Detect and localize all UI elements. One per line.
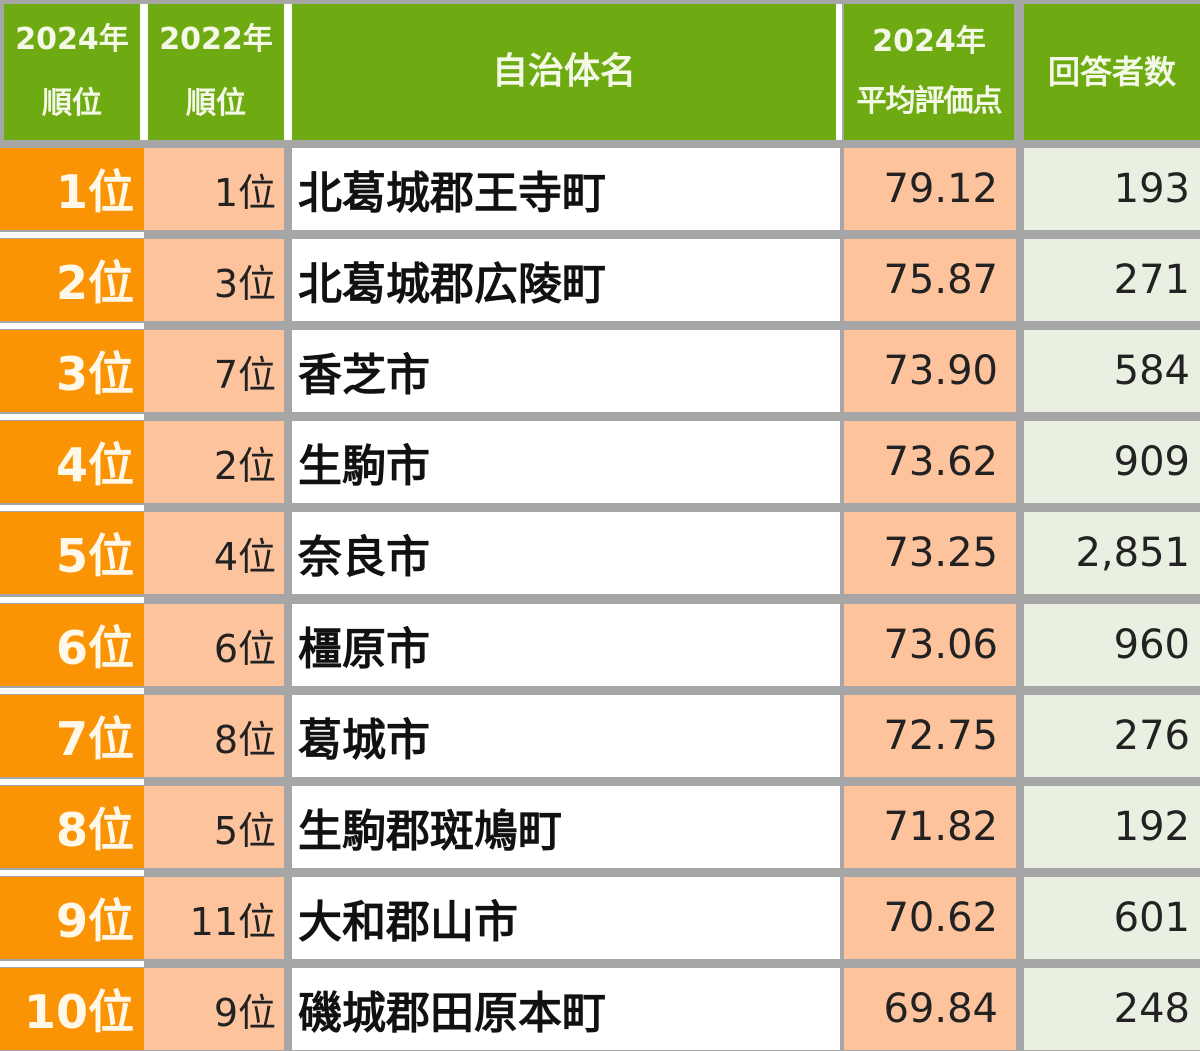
- average-score-cell: 72.75: [844, 695, 1016, 777]
- average-score-cell: 73.25: [844, 512, 1016, 594]
- header-municipality: 自治体名: [292, 4, 836, 140]
- municipality-name-cell: 北葛城郡王寺町: [292, 148, 840, 230]
- municipality-name-cell: 大和郡山市: [292, 877, 840, 959]
- respondent-count-cell: 584: [1024, 330, 1200, 412]
- header-rank-2024-line2: 順位: [42, 86, 102, 121]
- table-row: 9位 11位 大和郡山市 70.62 601: [0, 877, 1200, 959]
- header-municipality-label: 自治体名: [491, 51, 636, 92]
- header-divider: [836, 4, 842, 140]
- respondent-count-cell: 271: [1024, 239, 1200, 321]
- municipality-name-cell: 生駒郡斑鳩町: [292, 786, 840, 868]
- table-row: 8位 5位 生駒郡斑鳩町 71.82 192: [0, 786, 1200, 868]
- rank-2024-cell: 2位: [0, 239, 144, 321]
- rank-2022-cell: 4位: [144, 512, 284, 594]
- table-row: 6位 6位 橿原市 73.06 960: [0, 604, 1200, 686]
- table-row: 10位 9位 磯城郡田原本町 69.84 248: [0, 968, 1200, 1050]
- header-divider: [140, 4, 148, 140]
- municipality-name-cell: 生駒市: [292, 421, 840, 503]
- table-row: 5位 4位 奈良市 73.25 2,851: [0, 512, 1200, 594]
- average-score-cell: 75.87: [844, 239, 1016, 321]
- header-rank-2024-line1: 2024年: [15, 22, 129, 57]
- respondent-count-cell: 909: [1024, 421, 1200, 503]
- header-respondents-label: 回答者数: [1047, 53, 1176, 91]
- rank-2024-cell: 1位: [0, 148, 144, 230]
- header-rank-2022: 2022年 順位: [148, 4, 284, 140]
- header-rank-2022-line1: 2022年: [159, 22, 273, 57]
- average-score-cell: 79.12: [844, 148, 1016, 230]
- rank-2024-cell: 4位: [0, 421, 144, 503]
- respondent-count-cell: 193: [1024, 148, 1200, 230]
- rank-2022-cell: 2位: [144, 421, 284, 503]
- table-row: 2位 3位 北葛城郡広陵町 75.87 271: [0, 239, 1200, 321]
- respondent-count-cell: 2,851: [1024, 512, 1200, 594]
- municipality-name-cell: 橿原市: [292, 604, 840, 686]
- rank-row-separator: [0, 232, 144, 238]
- rank-2024-cell: 9位: [0, 877, 144, 959]
- municipality-name-cell: 北葛城郡広陵町: [292, 239, 840, 321]
- rank-2024-cell: 5位: [0, 512, 144, 594]
- table-row: 4位 2位 生駒市 73.62 909: [0, 421, 1200, 503]
- respondent-count-cell: 192: [1024, 786, 1200, 868]
- rank-row-separator: [0, 870, 144, 876]
- municipality-name-cell: 香芝市: [292, 330, 840, 412]
- rank-row-separator: [0, 779, 144, 785]
- rank-2022-cell: 5位: [144, 786, 284, 868]
- rank-2024-cell: 6位: [0, 604, 144, 686]
- rank-row-separator: [0, 323, 144, 329]
- rank-2024-cell: 10位: [0, 968, 144, 1050]
- rank-row-separator: [0, 505, 144, 511]
- rank-2024-cell: 7位: [0, 695, 144, 777]
- rank-2022-cell: 9位: [144, 968, 284, 1050]
- table-row: 3位 7位 香芝市 73.90 584: [0, 330, 1200, 412]
- municipality-name-cell: 奈良市: [292, 512, 840, 594]
- rank-row-separator: [0, 688, 144, 694]
- average-score-cell: 73.90: [844, 330, 1016, 412]
- header-score-line2: 平均評価点: [856, 84, 1003, 119]
- table-row: 1位 1位 北葛城郡王寺町 79.12 193: [0, 148, 1200, 230]
- average-score-cell: 70.62: [844, 877, 1016, 959]
- average-score-cell: 69.84: [844, 968, 1016, 1050]
- rank-row-separator: [0, 961, 144, 967]
- respondent-count-cell: 601: [1024, 877, 1200, 959]
- rank-row-separator: [0, 414, 144, 420]
- header-score-line1: 2024年: [872, 24, 986, 59]
- average-score-cell: 73.62: [844, 421, 1016, 503]
- rank-2022-cell: 1位: [144, 148, 284, 230]
- average-score-cell: 71.82: [844, 786, 1016, 868]
- rank-2024-cell: 8位: [0, 786, 144, 868]
- rank-2022-cell: 6位: [144, 604, 284, 686]
- rank-2024-cell: 3位: [0, 330, 144, 412]
- municipality-name-cell: 磯城郡田原本町: [292, 968, 840, 1050]
- rank-2022-cell: 8位: [144, 695, 284, 777]
- respondent-count-cell: 248: [1024, 968, 1200, 1050]
- rank-2022-cell: 3位: [144, 239, 284, 321]
- table-row: 7位 8位 葛城市 72.75 276: [0, 695, 1200, 777]
- header-score-2024: 2024年 平均評価点: [844, 4, 1014, 140]
- header-rank-2022-line2: 順位: [186, 86, 246, 121]
- respondent-count-cell: 960: [1024, 604, 1200, 686]
- rank-row-separator: [0, 597, 144, 603]
- header-rank-2024: 2024年 順位: [4, 4, 140, 140]
- average-score-cell: 73.06: [844, 604, 1016, 686]
- municipality-name-cell: 葛城市: [292, 695, 840, 777]
- rank-2022-cell: 11位: [144, 877, 284, 959]
- header-divider: [284, 4, 292, 140]
- header-respondents: 回答者数: [1024, 4, 1200, 140]
- respondent-count-cell: 276: [1024, 695, 1200, 777]
- rank-2022-cell: 7位: [144, 330, 284, 412]
